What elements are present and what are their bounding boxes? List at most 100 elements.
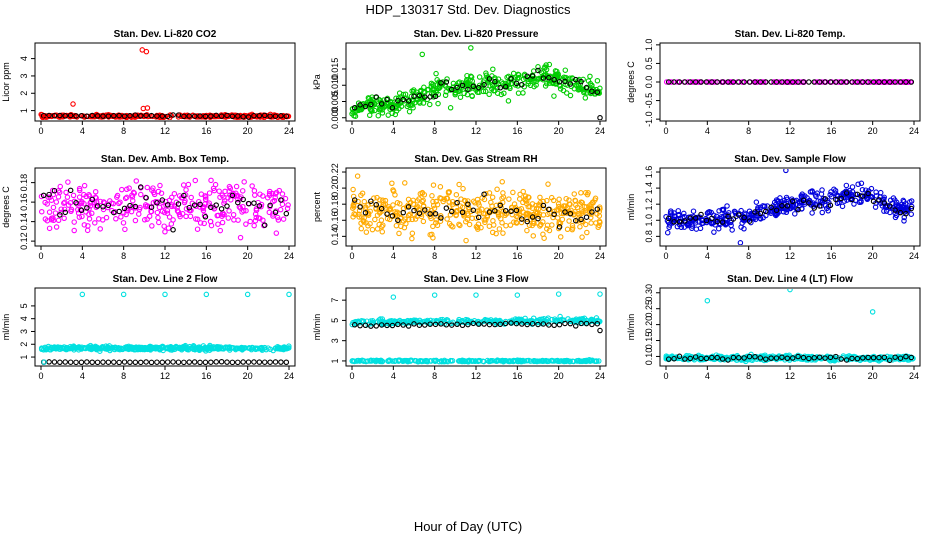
data-point [84,205,90,211]
data-point [901,218,907,224]
data-point [443,205,450,211]
data-point [208,177,214,184]
data-point [865,190,871,197]
data-point [666,224,672,231]
outlier-point [41,359,47,365]
data-point [251,192,258,198]
data-point [115,345,122,351]
points-layer [349,45,603,120]
data-point [192,177,199,184]
data-point [671,210,677,216]
data-point [208,359,214,365]
y-tick-label: 0.5 [644,57,654,70]
data-point [110,200,117,207]
data-point [854,191,861,198]
x-tick-label: 20 [868,251,878,261]
data-point [709,354,715,361]
outlier-point [473,292,479,298]
data-point [699,220,705,227]
data-point [130,345,137,351]
data-point [562,320,568,327]
data-point [696,79,702,85]
data-point [225,215,232,221]
y-tick-label: 0.20 [330,179,340,197]
data-point [405,204,412,210]
data-point [492,321,498,328]
data-point [154,200,160,206]
data-point [858,199,864,205]
data-point [540,318,546,325]
data-point [137,184,144,190]
data-point [860,193,866,199]
data-point [715,225,722,232]
data-point [779,203,785,209]
data-point [800,79,807,85]
data-point [175,201,182,207]
data-point [105,113,112,119]
y-tick-label: 0.14 [19,213,29,231]
data-point [122,226,128,233]
data-point [427,94,433,100]
outlier-point [203,291,210,298]
data-point [216,188,222,194]
data-point [240,359,246,365]
data-point [582,95,589,101]
data-point [513,207,520,214]
data-point [221,211,227,218]
data-point [412,216,419,222]
data-point [93,204,99,211]
data-point [430,202,437,209]
data-point [389,213,396,219]
data-point [120,220,127,226]
data-point [362,322,369,329]
data-point [535,205,542,212]
data-point [682,356,688,362]
x-tick-label: 16 [826,126,836,136]
data-point [121,113,128,119]
data-point [283,359,290,365]
data-point [57,359,63,365]
y-tick-label: 3 [19,73,29,78]
data-point [681,210,687,217]
data-point [840,79,846,85]
data-point [428,83,435,89]
data-point [438,358,445,364]
data-point [459,82,466,89]
data-point [46,191,52,198]
data-point [272,194,278,201]
data-point [146,213,153,220]
data-point [515,90,522,96]
data-point [158,190,165,196]
data-point [59,345,65,351]
data-point [851,201,857,207]
y-tick-label: 0.005 [330,90,340,113]
data-point [447,105,454,111]
points-layer [663,289,916,365]
data-point [410,105,416,111]
data-point [908,79,915,85]
data-point [245,114,252,120]
data-point [235,199,241,206]
data-point [503,222,509,229]
data-point [585,190,591,196]
panel-3: Stan. Dev. Li-820 Temp. degrees C 0 4 8 12 16 2… [626,29,921,136]
y-tick-label: 1 [19,355,29,360]
data-point [475,321,482,327]
data-point [389,180,395,187]
y-axis-label: ml/min [626,314,636,341]
data-point [475,318,481,325]
data-point [495,76,502,82]
data-point [249,183,255,189]
data-point [351,197,358,203]
data-point [791,198,798,204]
data-point [749,357,756,364]
panel-2: Stan. Dev. Li-820 Pressure kPa 0 4 8 12 16 20 24… [312,29,607,136]
y-tick-label: 0.16 [330,212,340,230]
data-point [55,194,62,200]
data-point [113,216,119,222]
data-point [84,359,90,365]
data-point [529,73,536,79]
data-point [197,113,203,119]
data-point [876,197,882,203]
